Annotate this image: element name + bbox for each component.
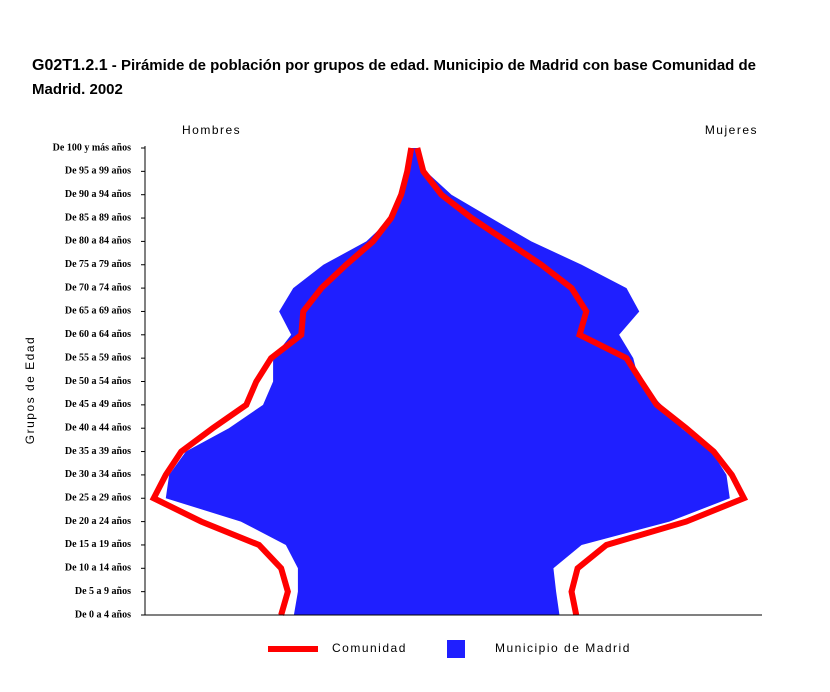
y-tick-label: De 45 a 49 años	[65, 399, 131, 410]
area	[165, 148, 730, 615]
y-tick-label: De 55 a 59 años	[65, 352, 131, 363]
y-tick-label: De 80 a 84 años	[65, 236, 131, 247]
left-label: Hombres	[182, 123, 241, 137]
y-axis-label: Grupos de Edad	[23, 336, 37, 444]
y-tick-label: De 85 a 89 años	[65, 212, 131, 223]
y-tick-label: De 30 a 34 años	[65, 469, 131, 480]
legend-swatch	[447, 640, 465, 658]
right-line	[414, 147, 749, 616]
y-tick-label: De 90 a 94 años	[65, 189, 131, 200]
y-tick-label: De 50 a 54 años	[65, 376, 131, 387]
title-text: - Pirámide de población por grupos de ed…	[32, 57, 757, 98]
title-code: G02T1.2.1	[32, 57, 108, 74]
y-tick-label: De 15 a 19 años	[65, 539, 131, 550]
chart-title: G02T1.2.1 - Pirámide de población por gr…	[32, 54, 807, 102]
y-tick-label: De 5 a 9 años	[75, 586, 131, 597]
right-label: Mujeres	[705, 123, 758, 137]
legend-label: Municipio de Madrid	[495, 641, 631, 655]
y-tick-label: De 95 a 99 años	[65, 166, 131, 177]
y-tick-label: De 65 a 69 años	[65, 306, 131, 317]
y-tick-label: De 40 a 44 años	[65, 422, 131, 433]
y-tick-label: De 25 a 29 años	[65, 493, 131, 504]
y-tick-label: De 0 a 4 años	[75, 609, 131, 620]
y-tick-label: De 70 a 74 años	[65, 282, 131, 293]
y-tick-label: De 75 a 79 años	[65, 259, 131, 270]
y-tick-label: De 35 a 39 años	[65, 446, 131, 457]
y-tick-label: De 100 y más años	[53, 142, 131, 153]
legend-label: Comunidad	[332, 641, 407, 655]
y-tick-label: De 10 a 14 años	[65, 563, 131, 574]
y-tick-label: De 20 a 24 años	[65, 516, 131, 527]
left-line	[149, 147, 415, 616]
y-tick-label: De 60 a 64 años	[65, 329, 131, 340]
